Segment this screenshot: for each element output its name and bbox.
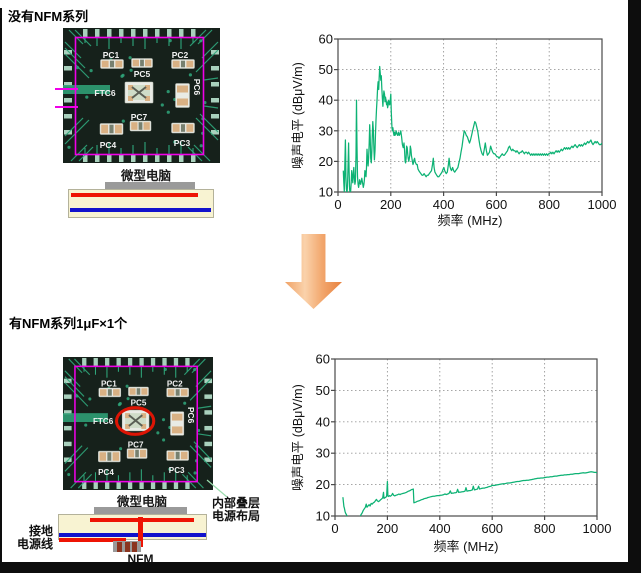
nfm-stripe <box>132 541 137 552</box>
svg-text:50: 50 <box>319 62 333 77</box>
section-title-with-nfm: 有NFM系列1μF×1个 <box>9 316 128 331</box>
svg-text:噪声电平 (dBμV/m): 噪声电平 (dBμV/m) <box>291 384 305 491</box>
pcb-label-pc4: PC4 <box>98 468 114 477</box>
pcb-label-pc7: PC7 <box>131 112 148 122</box>
microcomputer-label: 微型电脑 <box>120 169 171 183</box>
pcb-label-pc6: PC6 <box>192 79 202 96</box>
pcb-label-pc2: PC2 <box>172 50 189 60</box>
svg-text:600: 600 <box>486 197 508 212</box>
microcomputer-label: 微型电脑 <box>116 495 167 509</box>
frame-border-bottom <box>0 562 641 573</box>
pcb-label-ftc6: FTC6 <box>94 88 116 98</box>
svg-text:0: 0 <box>334 197 341 212</box>
nfm-stripe <box>124 541 130 552</box>
board-block <box>68 189 214 218</box>
svg-text:200: 200 <box>377 521 399 536</box>
power-via-line <box>138 517 143 547</box>
pcb-pointer-line-lower <box>55 106 78 108</box>
svg-text:20: 20 <box>319 154 333 169</box>
pcb-label-pc5: PC5 <box>131 398 147 407</box>
pcb-pointer-line-upper <box>55 88 78 90</box>
svg-text:400: 400 <box>433 197 455 212</box>
down-arrow <box>285 234 342 309</box>
pcb-label-pc7: PC7 <box>128 441 144 450</box>
svg-text:50: 50 <box>316 383 330 398</box>
section-title-without-nfm: 没有NFM系列 <box>8 9 89 24</box>
svg-text:1000: 1000 <box>583 521 612 536</box>
pcb-label-pc3: PC3 <box>174 138 191 148</box>
cross-section-without-nfm: 微型电脑 <box>55 165 230 221</box>
board-block <box>58 514 207 540</box>
svg-text:600: 600 <box>481 521 503 536</box>
svg-text:1000: 1000 <box>588 197 617 212</box>
inner-layer-label: 内部叠层 电源布局 <box>212 497 260 523</box>
svg-text:20: 20 <box>316 477 330 492</box>
svg-text:40: 40 <box>319 93 333 108</box>
nfm-highlight-circle <box>114 406 156 436</box>
inner-layer-pointer-line <box>206 479 228 498</box>
svg-text:30: 30 <box>316 446 330 461</box>
svg-text:10: 10 <box>316 509 330 524</box>
svg-text:30: 30 <box>319 123 333 138</box>
nfm-component <box>113 541 141 552</box>
cross-section-with-nfm: 微型电脑 NFM 接地 电源线 内部叠层 电源布局 <box>10 490 268 570</box>
pcb-label-pc2: PC2 <box>167 379 183 388</box>
pcb-photo-with-nfm: PC1 PC2 PC5 FTC6 PC6 PC7 PC4 PC3 <box>63 357 213 490</box>
svg-text:800: 800 <box>538 197 560 212</box>
inner-layer-label-line2: 电源布局 <box>212 509 261 523</box>
svg-text:频率 (MHz): 频率 (MHz) <box>438 213 503 228</box>
svg-text:60: 60 <box>316 352 330 367</box>
pcb-photo-without-nfm: PC1 PC2 PC5 FTC6 PC6 PC7 PC4 PC3 <box>63 28 220 163</box>
frame-border-left <box>0 8 2 573</box>
pcb-label-pc1: PC1 <box>101 379 117 388</box>
svg-text:频率 (MHz): 频率 (MHz) <box>434 539 499 554</box>
ground-layer-line <box>70 208 211 212</box>
ground-layer-line <box>59 533 206 537</box>
pcb-label-ftc6: FTC6 <box>93 417 114 426</box>
svg-text:400: 400 <box>429 521 451 536</box>
svg-text:800: 800 <box>534 521 556 536</box>
pcb-label-pc1: PC1 <box>103 50 120 60</box>
svg-text:0: 0 <box>331 521 338 536</box>
svg-text:60: 60 <box>319 32 333 47</box>
chip-block <box>105 182 195 189</box>
inner-layer-label-line1: 内部叠层 <box>212 496 261 510</box>
svg-text:10: 10 <box>319 185 333 200</box>
svg-text:40: 40 <box>316 414 330 429</box>
power-line-label: 电源线 <box>16 537 53 551</box>
frame-border-right <box>628 0 641 573</box>
chip-block <box>94 507 187 514</box>
svg-text:噪声电平 (dBμV/m): 噪声电平 (dBμV/m) <box>291 62 305 169</box>
power-layer-line <box>71 193 198 197</box>
pcb-label-pc4: PC4 <box>100 140 117 150</box>
pcb-label-pc3: PC3 <box>169 466 185 475</box>
svg-text:200: 200 <box>380 197 402 212</box>
ground-label: 接地 <box>28 524 53 538</box>
nfm-stripe <box>117 541 122 552</box>
pcb-label-pc5: PC5 <box>134 69 151 79</box>
noise-chart-without-nfm: 0 200 400 600 800 1000 10 20 30 40 50 60 频率 (MHz) 噪声电… <box>291 32 617 229</box>
power-line <box>59 538 126 542</box>
noise-chart-with-nfm: 0 200 400 600 800 1000 10 20 30 40 50 60 频率 (MHz) 噪声电… <box>291 352 612 555</box>
pcb-label-pc6: PC6 <box>186 407 195 424</box>
